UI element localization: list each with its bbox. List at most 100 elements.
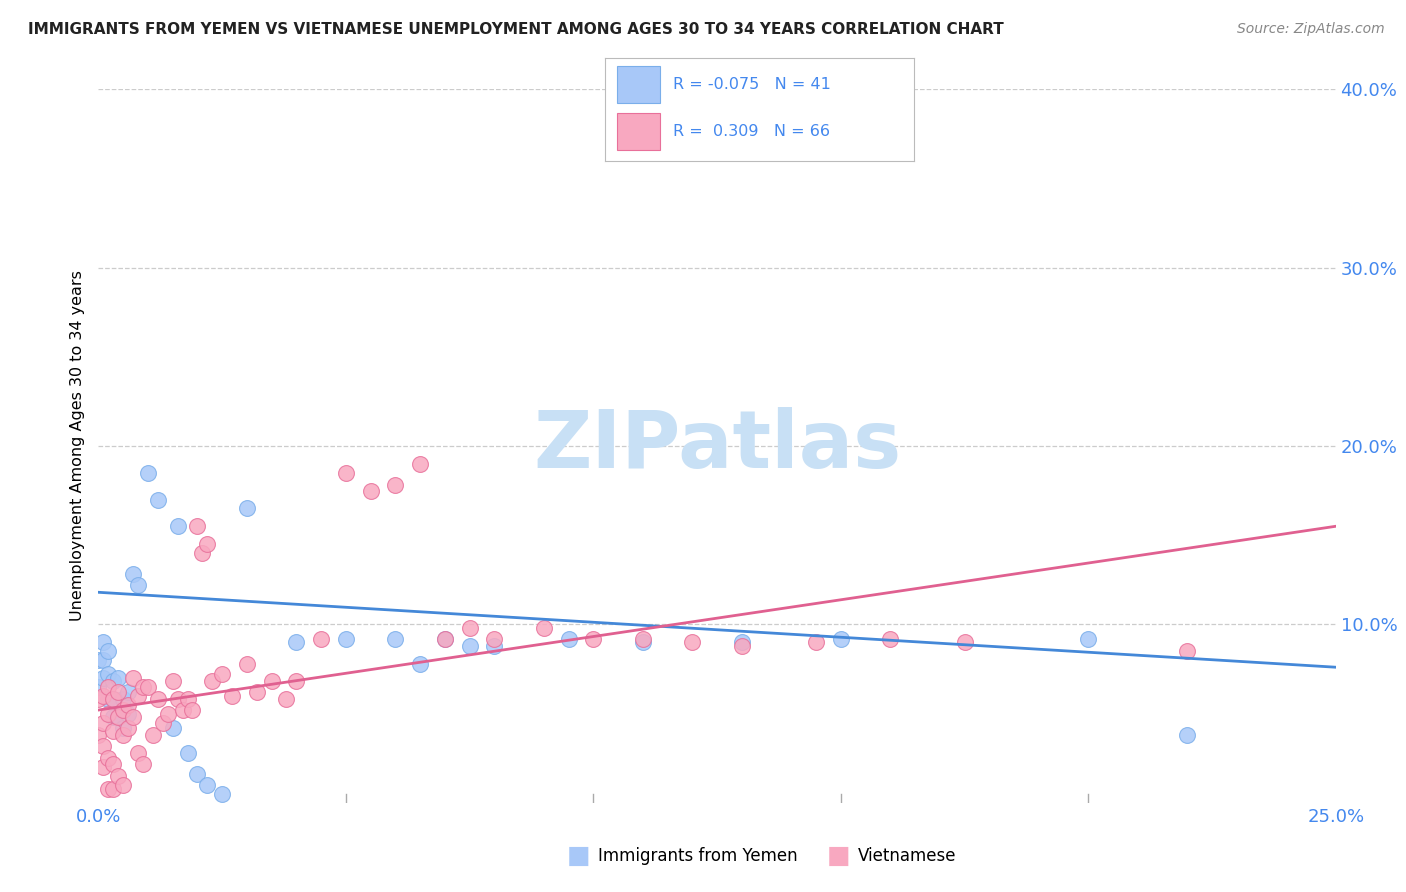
Point [409,457,432,471]
Point [112,692,135,706]
Point [87,653,110,667]
Point [186,767,208,781]
Point [146,692,169,706]
Point [582,632,605,646]
Point [172,703,194,717]
Point [117,721,139,735]
Point [260,674,283,689]
Point [176,692,198,706]
Point [181,703,204,717]
Point [162,721,184,735]
Point [433,632,456,646]
Point [136,466,159,480]
Point [127,689,149,703]
Point [97,667,120,681]
Point [433,632,456,646]
Point [132,756,155,771]
Point [276,692,298,706]
Point [201,674,224,689]
Point [93,653,115,667]
Point [236,657,259,671]
Point [211,787,233,801]
Point [103,692,125,706]
Point [132,680,155,694]
Point [87,692,110,706]
Point [804,635,827,649]
Point [107,710,129,724]
Point [458,639,481,653]
Point [93,739,115,753]
Point [409,657,432,671]
Point [146,492,169,507]
Point [117,706,139,721]
Point [97,644,120,658]
Point [830,632,852,646]
Text: ■: ■ [567,845,591,868]
Point [953,635,976,649]
Point [107,769,129,783]
Point [112,728,135,742]
Point [360,483,382,498]
Point [186,519,208,533]
Point [103,756,125,771]
Point [93,635,115,649]
Point [384,478,406,492]
Point [93,760,115,774]
Point [533,621,555,635]
Point [211,667,233,681]
Point [97,781,120,796]
Point [93,671,115,685]
Point [1077,632,1099,646]
Point [107,685,129,699]
Point [93,715,115,730]
Text: R =  0.309   N = 66: R = 0.309 N = 66 [672,124,830,139]
Point [117,698,139,712]
Point [484,639,506,653]
Y-axis label: Unemployment Among Ages 30 to 34 years: Unemployment Among Ages 30 to 34 years [70,270,86,622]
Point [87,680,110,694]
Point [191,546,214,560]
Text: ■: ■ [827,845,851,868]
Point [285,635,308,649]
Point [681,635,703,649]
Point [1175,644,1198,658]
Point [285,674,308,689]
Text: Immigrants from Yemen: Immigrants from Yemen [598,847,797,865]
Point [112,703,135,717]
Point [879,632,901,646]
Point [122,710,145,724]
Bar [617,113,661,150]
Point [335,632,357,646]
Point [122,567,145,582]
Point [142,728,165,742]
Point [166,519,188,533]
Point [152,715,174,730]
Point [127,746,149,760]
Point [103,692,125,706]
Text: R = -0.075   N = 41: R = -0.075 N = 41 [672,77,831,92]
Point [166,692,188,706]
Point [236,501,259,516]
Text: Source: ZipAtlas.com: Source: ZipAtlas.com [1237,22,1385,37]
Point [195,537,218,551]
Point [195,778,218,792]
Point [631,635,654,649]
Point [122,671,145,685]
Point [87,728,110,742]
Point [384,632,406,646]
Point [107,710,129,724]
Point [176,746,198,760]
Point [112,721,135,735]
Text: Vietnamese: Vietnamese [858,847,956,865]
Point [103,724,125,739]
Point [458,621,481,635]
Point [97,751,120,765]
Point [127,578,149,592]
Point [97,680,120,694]
Point [162,674,184,689]
Point [97,706,120,721]
Point [1175,728,1198,742]
Point [103,710,125,724]
Point [103,674,125,689]
Point [246,685,269,699]
